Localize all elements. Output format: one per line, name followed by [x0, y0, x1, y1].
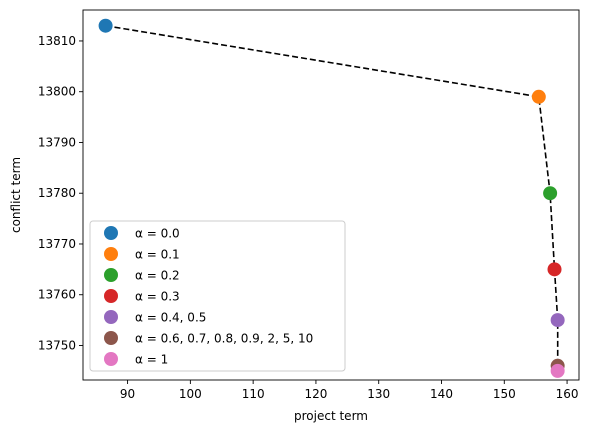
legend-frame [89, 220, 346, 372]
x-tick-label: 130 [367, 387, 390, 401]
y-axis-label: conflict term [9, 157, 23, 233]
legend-label: α = 0.3 [135, 290, 180, 304]
x-tick-label: 160 [556, 387, 579, 401]
data-point-3 [547, 262, 562, 277]
x-tick-label: 90 [120, 387, 135, 401]
y-tick-label: 13770 [38, 237, 76, 251]
x-axis-label: project term [294, 409, 368, 423]
x-tick-label: 100 [179, 387, 202, 401]
legend-marker [104, 268, 118, 282]
legend-marker [104, 247, 118, 261]
legend-marker [104, 289, 118, 303]
y-tick-label: 13760 [38, 288, 76, 302]
x-tick-label: 110 [242, 387, 265, 401]
legend-marker [104, 352, 118, 366]
y-tick-label: 13790 [38, 135, 76, 149]
legend-label: α = 0.0 [135, 227, 180, 241]
x-tick-label: 150 [493, 387, 516, 401]
x-axis-ticks: 90 100 110 120 130 140 150 160 [120, 380, 579, 401]
data-point-4 [550, 313, 565, 328]
legend-marker [104, 226, 118, 240]
legend-label: α = 1 [135, 353, 168, 367]
data-point-2 [543, 186, 558, 201]
legend-marker [104, 310, 118, 324]
y-tick-label: 13750 [38, 338, 76, 352]
data-point-6 [550, 363, 565, 378]
data-point-1 [531, 89, 546, 104]
plot-frame [82, 9, 580, 381]
x-tick-label: 120 [304, 387, 327, 401]
y-axis-ticks: 13750 13760 13770 13780 13790 13800 13810 [38, 34, 83, 352]
legend-label: α = 0.6, 0.7, 0.8, 0.9, 2, 5, 10 [135, 332, 313, 346]
y-tick-label: 13780 [38, 186, 76, 200]
legend-label: α = 0.4, 0.5 [135, 311, 206, 325]
y-tick-label: 13800 [38, 85, 76, 99]
y-tick-label: 13810 [38, 34, 76, 48]
data-points [98, 18, 565, 378]
legend-marker [104, 331, 118, 345]
legend-label: α = 0.1 [135, 248, 180, 262]
data-point-0 [98, 18, 113, 33]
legend: α = 0.0 α = 0.1 α = 0.2 α = 0.3 α = 0.4, 0.5… [89, 220, 346, 372]
legend-label: α = 0.2 [135, 269, 180, 283]
x-tick-label: 140 [430, 387, 453, 401]
